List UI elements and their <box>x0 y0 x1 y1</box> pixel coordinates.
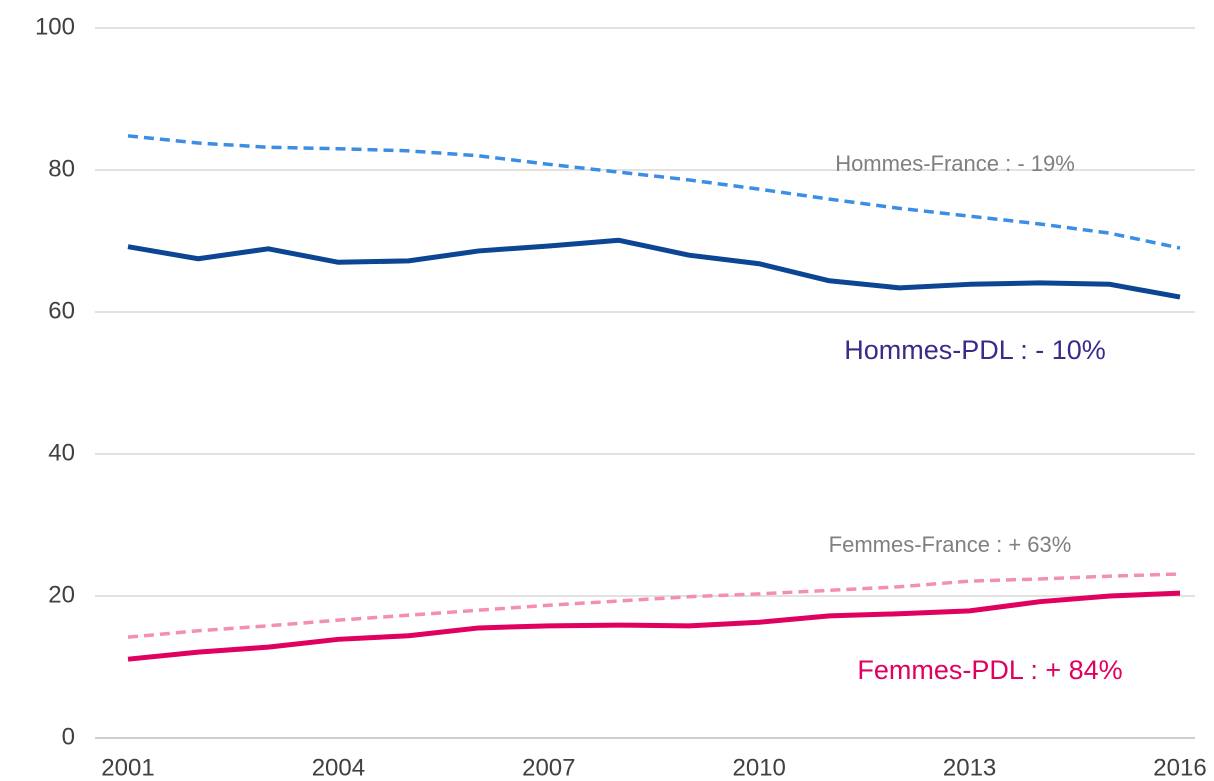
x-tick-label: 2001 <box>101 754 154 781</box>
annotation: Femmes-France : + 63% <box>829 532 1072 557</box>
series-line <box>127 237 1181 300</box>
x-tick-label: 2013 <box>943 754 996 781</box>
x-tick-label: 2016 <box>1153 754 1206 781</box>
annotation: Hommes-France : - 19% <box>835 151 1075 176</box>
y-tick-label: 100 <box>35 13 75 40</box>
x-tick-label: 2004 <box>312 754 365 781</box>
y-tick-label: 80 <box>48 155 75 182</box>
y-tick-label: 60 <box>48 297 75 324</box>
x-tick-label: 2010 <box>733 754 786 781</box>
y-tick-label: 20 <box>48 581 75 608</box>
annotation: Hommes-PDL : - 10% <box>844 335 1106 365</box>
series-line <box>127 590 1181 662</box>
y-tick-label: 40 <box>48 439 75 466</box>
y-tick-label: 0 <box>62 723 75 750</box>
annotation: Femmes-PDL : + 84% <box>857 655 1122 685</box>
x-tick-label: 2007 <box>522 754 575 781</box>
series-line <box>127 134 1181 250</box>
